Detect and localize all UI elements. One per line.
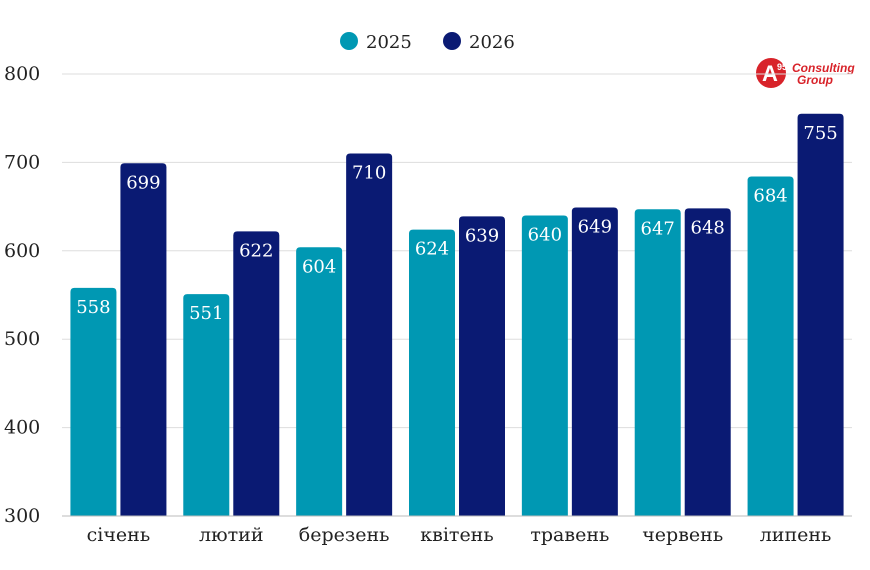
bar-value-label: 551 — [189, 303, 223, 324]
x-tick-label: квітень — [420, 524, 493, 546]
bar-2025-2 — [296, 247, 343, 516]
bar-2025-5 — [634, 209, 681, 516]
bar-2026-1 — [233, 231, 280, 517]
legend-label: 2025 — [366, 32, 412, 53]
gridlines — [62, 73, 852, 429]
bar-value-label: 647 — [641, 218, 675, 239]
bar-2026-3 — [459, 216, 505, 516]
bar-2026-5 — [684, 208, 731, 517]
x-tick-label: лютий — [199, 524, 263, 546]
bar-2025-4 — [521, 215, 568, 516]
legend-marker-icon — [340, 32, 358, 50]
legend: 2025 2026 — [340, 32, 515, 53]
y-tick-label: 600 — [4, 240, 40, 262]
x-tick-label: червень — [642, 524, 723, 546]
bar-value-label: 624 — [415, 239, 449, 260]
bar-value-label: 649 — [578, 216, 612, 237]
logo-line1: Consulting — [792, 61, 855, 75]
bar-value-label: 648 — [691, 217, 725, 238]
bar-value-label: 755 — [803, 123, 837, 144]
bar-value-label: 604 — [302, 256, 336, 277]
y-tick-label: 800 — [4, 63, 40, 85]
x-axis: січень лютий березень квітень травень червень… — [62, 515, 852, 546]
bar-value-label: 640 — [528, 224, 562, 245]
bar-2025-3 — [409, 229, 455, 517]
logo-line2: Group — [797, 73, 833, 87]
bar-2026-0 — [120, 163, 167, 516]
bar-value-label: 684 — [753, 186, 787, 207]
x-tick-label: липень — [760, 524, 832, 546]
bar-2025-0 — [70, 287, 117, 516]
x-tick-label: січень — [87, 524, 151, 546]
x-tick-label: травень — [530, 524, 609, 546]
y-tick-label: 400 — [4, 417, 40, 439]
bar-2025-1 — [183, 294, 230, 516]
bar-2025-6 — [747, 176, 794, 516]
consulting-group-logo: A 95 Consulting Group — [756, 58, 855, 88]
legend-marker-icon — [443, 32, 461, 50]
legend-label: 2026 — [469, 32, 515, 53]
bars: 558 699 551 622 604 710 624 639 640 649 647 648 684 7… — [70, 113, 844, 517]
logo-mark-sup: 95 — [777, 62, 787, 72]
logo-badge-icon — [756, 58, 786, 88]
y-axis: 300 400 500 600 700 800 — [4, 63, 40, 527]
y-tick-label: 700 — [4, 151, 40, 173]
y-tick-label: 300 — [4, 505, 40, 527]
bar-2026-4 — [571, 207, 618, 516]
bar-2026-6 — [797, 113, 844, 516]
bar-value-label: 558 — [76, 297, 110, 318]
bar-2026-2 — [346, 153, 393, 516]
bar-value-label: 699 — [126, 172, 160, 193]
bar-value-label: 622 — [239, 240, 273, 261]
bar-value-label: 639 — [465, 225, 499, 246]
y-tick-label: 500 — [4, 328, 40, 350]
bar-value-label: 710 — [352, 163, 386, 184]
x-tick-label: березень — [299, 524, 390, 546]
